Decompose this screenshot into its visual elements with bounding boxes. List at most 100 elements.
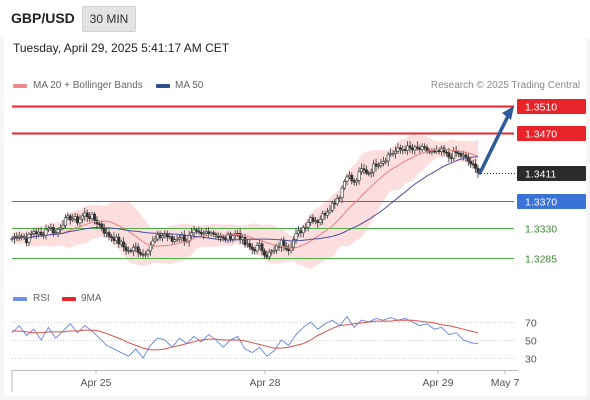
candle-body: [374, 163, 378, 167]
level-box-1.3510: [517, 99, 586, 114]
candle-body: [359, 168, 363, 173]
candle-body: [287, 248, 291, 251]
ma20-line: [11, 148, 479, 249]
candle-body: [350, 174, 354, 181]
projection-arrow: [478, 112, 511, 175]
current-price-box: [517, 166, 586, 181]
ma-bb-legend-swatch: [13, 84, 27, 88]
candle-body: [301, 227, 305, 233]
candle-body: [49, 227, 53, 229]
candle-body: [168, 236, 172, 238]
candle-body: [153, 238, 157, 242]
candle-body: [211, 232, 215, 235]
candle-body: [177, 237, 181, 240]
candle-body: [245, 243, 249, 246]
ma50-legend-swatch: [156, 84, 170, 88]
candle-body: [63, 217, 67, 226]
candle-body: [316, 220, 320, 223]
candle-body: [143, 253, 147, 256]
candle-body: [333, 202, 337, 205]
candle-body: [389, 153, 393, 156]
candle-body: [328, 209, 332, 213]
candle-body: [114, 236, 118, 241]
x-tick-label: May 7: [491, 377, 520, 389]
timeframe-button[interactable]: 30 MIN: [82, 6, 136, 32]
candle-body: [447, 152, 451, 158]
candle-body: [323, 213, 327, 216]
rsi-line: [11, 315, 479, 359]
candle-body: [68, 215, 72, 221]
rsi-legend-swatch: [13, 297, 27, 301]
candle-body: [202, 232, 206, 235]
candle-body: [410, 147, 414, 151]
candle-body: [182, 235, 186, 242]
candle-body: [432, 150, 436, 153]
pair-title: GBP/USD: [11, 10, 75, 26]
candle-body: [262, 250, 266, 256]
candle-body: [127, 250, 131, 252]
level-label-1.3370: 1.3370: [525, 197, 557, 209]
candle-body: [129, 250, 133, 252]
candle-body: [364, 169, 368, 174]
candle-body: [139, 252, 143, 255]
candle-body: [231, 235, 235, 240]
candle-body: [413, 146, 417, 151]
candle-body: [165, 234, 169, 238]
candle-body: [253, 249, 257, 252]
candle-body: [369, 171, 373, 174]
rsi-level-label-30: 30: [525, 354, 537, 366]
candle-body: [248, 243, 252, 248]
candle-body: [32, 231, 36, 234]
candle-body: [306, 222, 310, 228]
candle-body: [192, 229, 196, 234]
candle-body: [355, 179, 359, 183]
candle-body: [110, 236, 114, 238]
candle-body: [330, 202, 334, 211]
candle-body: [160, 235, 164, 239]
candle-body: [56, 229, 60, 233]
candle-body: [44, 229, 48, 236]
candle-body: [146, 250, 150, 255]
candle-body: [403, 149, 407, 151]
candle-body: [131, 246, 135, 252]
candle-body: [391, 152, 395, 155]
candle-body: [243, 237, 247, 246]
candle-body: [292, 239, 296, 248]
candle-body: [204, 231, 208, 234]
candle-body: [326, 211, 330, 216]
candle-body: [444, 151, 448, 154]
candle-body: [454, 150, 458, 154]
candle-body: [335, 198, 339, 205]
candle-body: [194, 229, 198, 232]
candle-body: [250, 246, 254, 250]
candle-body: [78, 218, 82, 224]
candle-body: [180, 235, 184, 238]
projection-arrow-head: [502, 106, 514, 120]
current-price-label: 1.3411: [525, 169, 556, 181]
rsi-level-label-50: 50: [525, 336, 537, 348]
candle-body: [51, 227, 55, 234]
candle-body: [318, 219, 322, 223]
ma50-legend-label: MA 50: [175, 80, 204, 91]
candle-body: [190, 232, 194, 237]
candle-body: [100, 223, 104, 230]
candle-body: [105, 232, 109, 234]
candle-body: [362, 168, 366, 171]
candle-body: [442, 147, 446, 153]
candle-body: [134, 246, 138, 249]
candle-body: [27, 233, 31, 243]
candle-body: [66, 215, 70, 218]
candle-body: [260, 243, 264, 252]
candle-body: [173, 239, 177, 242]
candle-body: [117, 236, 121, 245]
candle-body: [267, 251, 271, 258]
candle-body: [425, 147, 429, 152]
level-box-1.3470: [517, 126, 586, 141]
candle-body: [352, 180, 356, 183]
candle-body: [418, 147, 422, 150]
candle-body: [321, 213, 325, 220]
x-tick-label: Apr 29: [423, 377, 454, 389]
rsi-ma-legend-swatch: [62, 297, 76, 301]
level-label-1.3285: 1.3285: [525, 254, 557, 266]
